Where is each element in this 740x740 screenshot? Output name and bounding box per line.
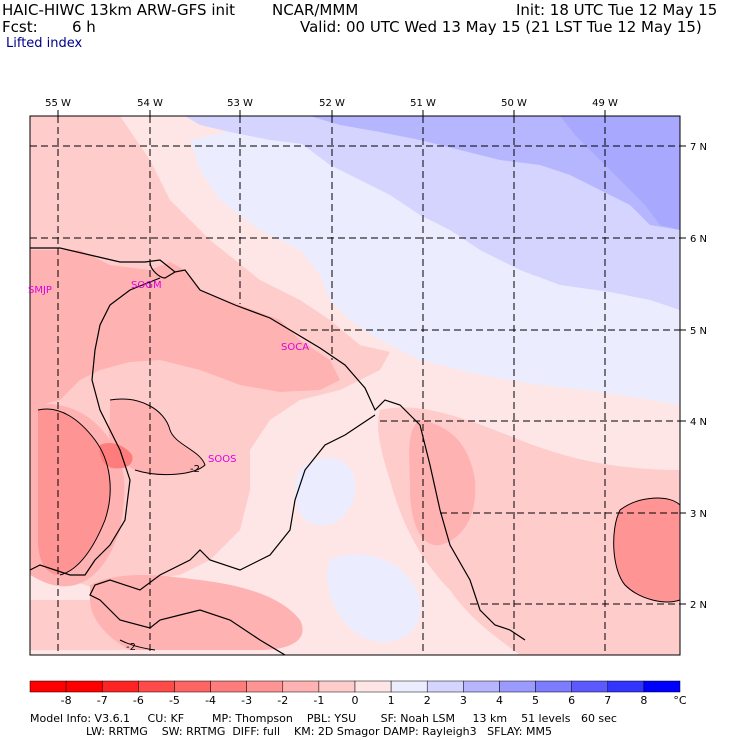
colorbar-label: -8 xyxy=(60,694,72,707)
lon-label: 55 W xyxy=(45,98,71,109)
field-minus4to-3 xyxy=(38,409,111,575)
lon-label: 51 W xyxy=(410,98,436,109)
field-0to1-blob xyxy=(295,457,356,526)
colorbar-swatch xyxy=(571,680,609,693)
model-info-line1: Model Info: V3.6.1 CU: KF MP: Thompson P… xyxy=(30,712,617,725)
contour-label: -2 xyxy=(126,642,136,653)
model-info-line2: LW: RRTMG SW: RRTMG DIFF: full KM: 2D Sm… xyxy=(30,725,552,738)
colorbar-swatch xyxy=(499,680,536,693)
lon-label: 52 W xyxy=(319,98,345,109)
colorbar-label: -1 xyxy=(313,694,325,707)
field-minus4to-3-east xyxy=(613,498,680,602)
colorbar-label: 8 xyxy=(640,694,648,707)
colorbar-label: -6 xyxy=(132,694,144,707)
contour-labels: -2 -2 xyxy=(126,464,200,653)
station-soca: SOCA xyxy=(281,342,309,353)
valid-time: Valid: 00 UTC Wed 13 May 15 (21 LST Tue … xyxy=(300,18,702,36)
colorbar-swatch xyxy=(607,680,645,693)
init-time: Init: 18 UTC Tue 12 May 15 xyxy=(516,1,718,19)
graticule xyxy=(30,116,680,655)
colorbar-label: 1 xyxy=(387,694,395,707)
tick-marks xyxy=(57,110,686,605)
lat-label: 4 N xyxy=(690,417,707,428)
colorbar-swatch xyxy=(535,680,572,693)
colorbar-swatch xyxy=(463,680,500,693)
colorbar-label: 5 xyxy=(532,694,540,707)
lon-label: 54 W xyxy=(137,98,163,109)
station-smjp: SMJP xyxy=(28,285,52,296)
field-minus3to-2-south xyxy=(90,575,303,650)
colorbar-swatch xyxy=(643,680,681,693)
field-name: Lifted index xyxy=(6,36,83,51)
colorbar-label: 0 xyxy=(351,694,359,707)
colorbar-label: -4 xyxy=(205,694,217,707)
contour-label: -2 xyxy=(190,464,200,475)
lat-label: 6 N xyxy=(690,234,707,245)
contour-line xyxy=(37,408,111,576)
contours xyxy=(37,398,680,651)
fcst-label: Fcst: xyxy=(2,18,38,36)
colorbar-label: 4 xyxy=(495,694,503,707)
field-0to1-blob2 xyxy=(327,554,421,642)
contour-line xyxy=(119,639,156,651)
lat-labels: 7 N 6 N 5 N 4 N 3 N 2 N xyxy=(690,142,707,611)
station-sogm: SOGM xyxy=(131,280,162,291)
colorbar-label: 3 xyxy=(459,694,467,707)
model-title: HAIC-HIWC 13km ARW-GFS init xyxy=(2,1,236,19)
colorbar-swatch xyxy=(282,680,320,693)
colorbar-label: 2 xyxy=(423,694,431,707)
lat-label: 7 N xyxy=(690,142,707,153)
colorbar-label: -5 xyxy=(168,694,180,707)
colorbar-label: -7 xyxy=(96,694,108,707)
colorbar-swatch xyxy=(318,680,356,693)
colorbar-swatch xyxy=(174,680,211,693)
colorbar-swatch xyxy=(29,680,67,693)
lon-label: 49 W xyxy=(592,98,618,109)
map-frame xyxy=(29,115,681,656)
field-minus3to-2 xyxy=(30,250,340,405)
colorbar-swatch xyxy=(246,680,284,693)
colorbar-swatch xyxy=(138,680,175,693)
lat-label: 2 N xyxy=(690,600,707,611)
org-label: NCAR/MMM xyxy=(272,1,359,19)
colorbar-swatch xyxy=(210,680,247,693)
colorbar-swatch xyxy=(65,680,103,693)
station-labels: SMJP SOGM SOCA SOOS xyxy=(28,280,309,465)
lon-label: 53 W xyxy=(227,98,253,109)
colorbar-swatch xyxy=(390,680,428,693)
station-soos: SOOS xyxy=(208,454,236,465)
border-line xyxy=(30,277,161,576)
field-minus3to-2-blob xyxy=(108,399,205,475)
contour-line xyxy=(109,398,206,475)
colorbar-swatch xyxy=(426,680,464,693)
fcst-value: 6 h xyxy=(72,18,96,36)
colorbar-label: -3 xyxy=(241,694,253,707)
field-4to5 xyxy=(560,116,680,230)
colorbar-unit: °C xyxy=(673,694,687,707)
lat-label: 5 N xyxy=(690,326,707,337)
lon-labels: 55 W 54 W 53 W 52 W 51 W 50 W 49 W xyxy=(45,98,618,109)
colorbar-swatch xyxy=(354,680,392,693)
colorbar-label: 6 xyxy=(568,694,576,707)
lat-label: 3 N xyxy=(690,509,707,520)
field-minus3to-2-east xyxy=(409,420,476,546)
border-line xyxy=(89,414,376,655)
colorbar-label: 7 xyxy=(604,694,612,707)
lon-label: 50 W xyxy=(501,98,527,109)
shaded-field xyxy=(30,116,680,655)
colorbar-swatch xyxy=(101,680,139,693)
colorbar xyxy=(29,680,681,693)
contour-line xyxy=(613,497,680,603)
colorbar-label: -2 xyxy=(277,694,289,707)
